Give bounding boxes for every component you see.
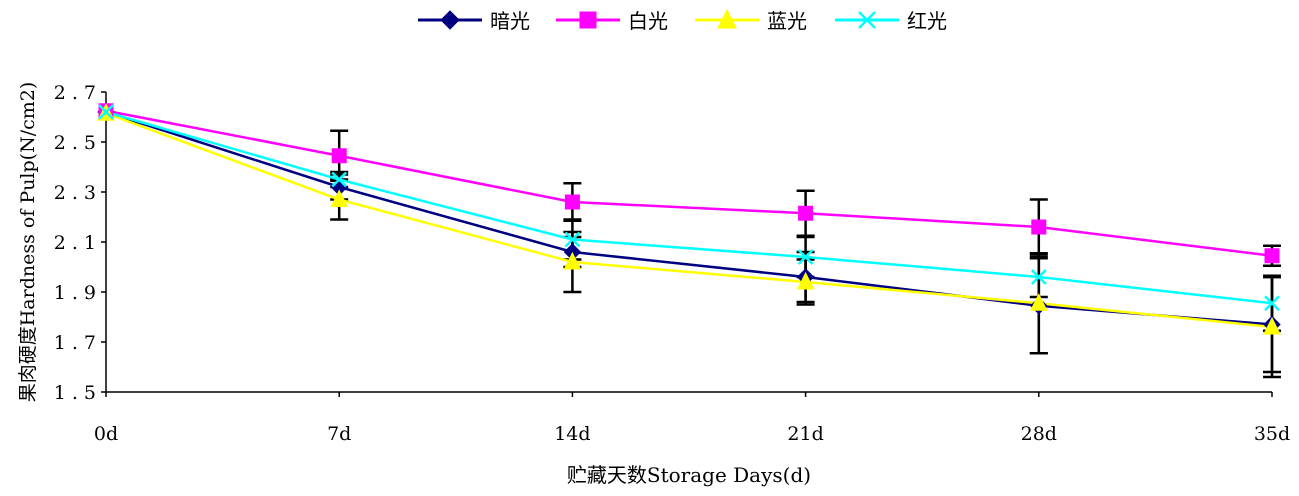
y-tick-label: 1 . 9 (54, 282, 96, 304)
data-point-2-5 (1263, 316, 1281, 335)
data-point-1-3 (798, 205, 814, 221)
data-point-2-1 (330, 189, 349, 207)
legend-marker-0 (440, 10, 460, 30)
data-point-3-5-b (1264, 295, 1280, 312)
data-point-3-4-b (1030, 269, 1047, 285)
legend-label-0: 暗光 (490, 9, 530, 33)
data-point-2-3 (796, 271, 815, 290)
data-point-3-2-b (564, 231, 581, 248)
y-axis-label: 果肉硬度Hardness of Pulp(N/cm2) (17, 82, 39, 403)
legend-marker-1 (579, 11, 597, 29)
data-point-1-5 (1264, 248, 1280, 264)
data-point-3-0-b (98, 104, 114, 120)
x-ticks: 0d 7d 14d 21d 28d 35d (94, 392, 1290, 445)
data-point-1-2 (564, 194, 580, 210)
y-ticks: 1 . 5 1 . 7 1 . 9 2 . 1 2 . 3 2 . 5 2 . 7 (54, 82, 106, 404)
y-tick-label: 1 . 7 (54, 332, 96, 354)
y-tick-label: 2 . 3 (54, 182, 96, 204)
series-markers (97, 103, 1281, 335)
data-point-3-1-b (331, 171, 348, 188)
y-tick-label: 1 . 5 (54, 382, 96, 404)
data-point-1-4 (1031, 219, 1047, 235)
series-line-3 (105, 110, 1273, 305)
data-point-2-4 (1029, 293, 1048, 311)
legend-label-2: 蓝光 (767, 9, 807, 33)
legend-marker-3-b (858, 11, 876, 29)
series-line-2 (105, 112, 1273, 329)
series-lines (105, 109, 1273, 329)
y-tick-label: 2 . 1 (54, 232, 96, 254)
legend-marker-2 (717, 8, 737, 29)
axes (105, 92, 1272, 393)
legend: 暗光 白光 蓝光 红光 (418, 8, 947, 33)
x-tick-label: 0d (94, 423, 118, 445)
data-point-1-1 (331, 148, 347, 164)
error-bars (330, 129, 1281, 379)
y-tick-label: 2 . 7 (54, 82, 96, 104)
legend-label-1: 白光 (628, 9, 668, 33)
series-line-0 (105, 110, 1273, 326)
data-point-3-3-b (797, 249, 814, 265)
x-tick-label: 7d (327, 423, 351, 445)
x-tick-label: 35d (1254, 423, 1290, 445)
data-point-2-2 (563, 251, 582, 270)
x-tick-label: 14d (554, 423, 590, 445)
x-tick-label: 21d (787, 423, 823, 445)
y-tick-label: 2 . 5 (54, 132, 96, 154)
legend-label-3: 红光 (907, 9, 947, 33)
series-line-1 (105, 109, 1273, 257)
x-tick-label: 28d (1021, 423, 1057, 445)
x-axis-label: 贮藏天数Storage Days(d) (567, 463, 811, 487)
